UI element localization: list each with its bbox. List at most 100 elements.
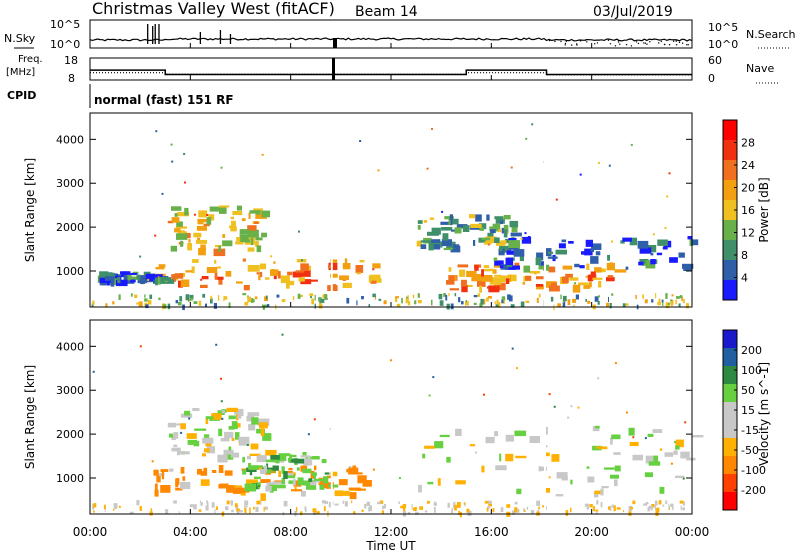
scatter-cell xyxy=(171,447,181,452)
noise-tick-right-top: 10^5 xyxy=(708,21,738,34)
speckle-cell xyxy=(307,433,310,436)
scatter-cell xyxy=(595,425,600,429)
colorbar-segment xyxy=(723,348,737,367)
scatter-cell xyxy=(230,226,237,232)
scatter-cell xyxy=(675,475,685,478)
scatter-cell xyxy=(202,453,206,457)
near-range-cell xyxy=(264,304,268,308)
scatter-cell xyxy=(301,270,311,277)
velocity-ylabel: Slant Range [km] xyxy=(23,365,37,469)
scatter-cell xyxy=(197,468,203,475)
scatter-cell xyxy=(368,275,372,283)
scatter-cell xyxy=(171,217,180,223)
scatter-cell xyxy=(657,239,668,246)
speckle-cell xyxy=(682,477,685,480)
near-range-cell xyxy=(632,500,636,505)
scatter-cell xyxy=(529,436,540,443)
speckle-cell xyxy=(664,227,667,230)
scatter-cell xyxy=(256,272,260,275)
scatter-cell xyxy=(499,265,504,268)
scatter-cell xyxy=(645,266,656,269)
near-range-cell xyxy=(364,503,367,509)
scatter-cell xyxy=(281,477,285,485)
speckle-cell xyxy=(281,333,284,336)
velocity-y-ticks: 4000 3000 2000 1000 xyxy=(56,340,692,485)
scatter-cell xyxy=(308,478,313,482)
scatter-cell xyxy=(495,465,507,471)
scatter-cell xyxy=(283,471,288,479)
scatter-cell xyxy=(678,252,685,258)
scatter-cell xyxy=(556,472,568,479)
scatter-cell xyxy=(500,240,507,245)
nave-tick-top: 60 xyxy=(708,54,722,67)
scatter-cell xyxy=(370,280,377,284)
nsearch-point xyxy=(637,42,640,45)
near-range-cell xyxy=(296,507,298,513)
near-range-cell xyxy=(496,299,499,305)
power-colorbar: 28 24 20 16 12 8 4 xyxy=(722,119,755,301)
speckle-cell xyxy=(431,128,433,130)
scatter-cell xyxy=(246,479,258,486)
near-range-cell xyxy=(510,304,515,308)
near-range-cell xyxy=(609,505,612,511)
near-range-cell xyxy=(187,299,191,302)
scatter-cell xyxy=(300,455,311,458)
scatter-cell xyxy=(103,272,115,276)
scatter-cell xyxy=(160,485,171,493)
scatter-cell xyxy=(312,456,320,459)
near-range-cell xyxy=(236,508,240,512)
scatter-cell xyxy=(231,438,235,441)
near-range-cell xyxy=(162,304,165,308)
scatter-cell xyxy=(483,265,490,268)
near-range-cell xyxy=(361,296,364,300)
scatter-cell xyxy=(257,482,261,487)
scatter-cell xyxy=(606,277,615,282)
scatter-cell xyxy=(686,457,696,461)
x-tick-label: 00:00 xyxy=(675,525,710,539)
scatter-cell xyxy=(570,479,573,485)
scatter-cell xyxy=(202,437,214,444)
x-tick-label: 16:00 xyxy=(474,525,509,539)
near-range-cell xyxy=(570,507,572,513)
frequency-gap-mark xyxy=(332,58,335,80)
nsearch-point xyxy=(554,40,556,43)
near-range-cell xyxy=(351,500,353,504)
near-range-cell xyxy=(573,304,575,308)
near-range-cell xyxy=(658,500,662,505)
scatter-cell xyxy=(222,240,233,247)
x-tick-label: 20:00 xyxy=(574,525,609,539)
speckle-cell xyxy=(206,214,209,216)
scatter-cell xyxy=(153,469,159,476)
near-range-cell xyxy=(283,500,288,507)
scatter-cell xyxy=(372,263,381,269)
near-range-cell xyxy=(164,304,167,309)
mhz-label: [MHz] xyxy=(6,67,35,78)
near-range-cell xyxy=(356,300,358,306)
scatter-cell xyxy=(265,277,270,280)
near-range-cell xyxy=(656,507,660,513)
near-range-cell xyxy=(113,508,115,511)
near-range-cell xyxy=(304,506,307,511)
scatter-cell xyxy=(307,279,318,282)
nsearch-point xyxy=(660,40,663,43)
scatter-cell xyxy=(357,475,367,484)
near-range-cell xyxy=(665,500,668,505)
nsearch-point xyxy=(607,39,610,41)
near-range-cell xyxy=(454,504,457,511)
speckle-cell xyxy=(597,161,600,164)
data-gap xyxy=(544,113,547,307)
scatter-cell xyxy=(664,452,674,457)
scatter-cell xyxy=(154,483,158,490)
near-range-cell xyxy=(517,508,520,513)
near-range-cell xyxy=(680,505,682,511)
scatter-cell xyxy=(209,206,222,212)
scatter-cell xyxy=(233,485,243,488)
scatter-cell xyxy=(196,225,207,231)
near-range-cell xyxy=(175,300,179,304)
scatter-cell xyxy=(273,274,277,280)
scatter-cell xyxy=(188,239,191,243)
scatter-cell xyxy=(639,259,649,266)
scatter-cell xyxy=(340,490,350,496)
scatter-cell xyxy=(590,271,596,280)
scatter-cell xyxy=(474,265,479,271)
